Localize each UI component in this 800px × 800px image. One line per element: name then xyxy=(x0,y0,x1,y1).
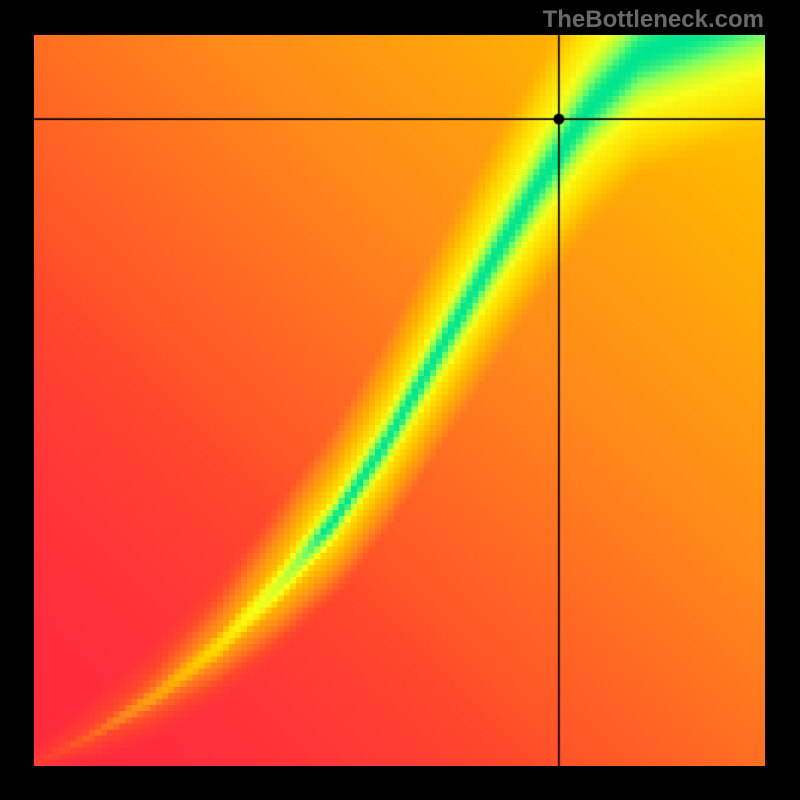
watermark-label: TheBottleneck.com xyxy=(543,6,764,34)
crosshair-overlay xyxy=(0,0,800,800)
chart-container: TheBottleneck.com xyxy=(0,0,800,800)
